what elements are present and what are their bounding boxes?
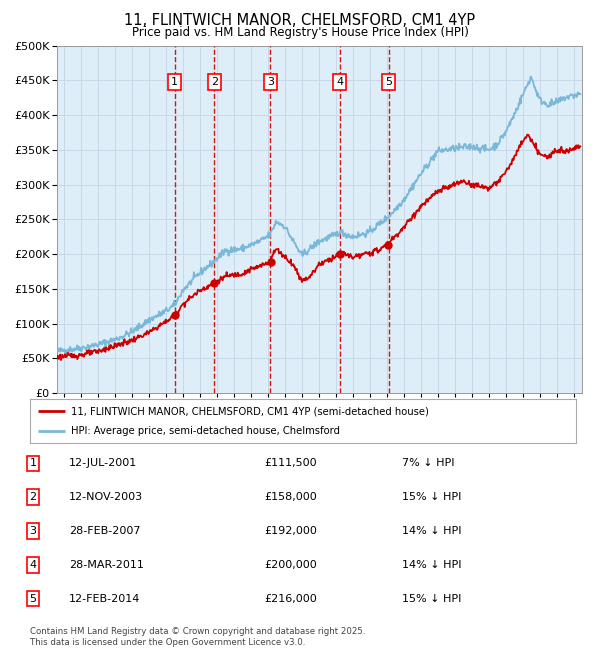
Text: 12-JUL-2001: 12-JUL-2001 [69,458,137,469]
Text: 4: 4 [29,560,37,570]
Text: £111,500: £111,500 [264,458,317,469]
Text: £200,000: £200,000 [264,560,317,570]
Text: 7% ↓ HPI: 7% ↓ HPI [402,458,455,469]
Text: 3: 3 [267,77,274,87]
Text: 1: 1 [171,77,178,87]
Text: 14% ↓ HPI: 14% ↓ HPI [402,560,461,570]
Text: 28-MAR-2011: 28-MAR-2011 [69,560,144,570]
Text: 15% ↓ HPI: 15% ↓ HPI [402,593,461,604]
Text: 12-NOV-2003: 12-NOV-2003 [69,492,143,502]
Text: 11, FLINTWICH MANOR, CHELMSFORD, CM1 4YP: 11, FLINTWICH MANOR, CHELMSFORD, CM1 4YP [124,13,476,28]
Text: 15% ↓ HPI: 15% ↓ HPI [402,492,461,502]
Text: 11, FLINTWICH MANOR, CHELMSFORD, CM1 4YP (semi-detached house): 11, FLINTWICH MANOR, CHELMSFORD, CM1 4YP… [71,406,429,416]
Text: Contains HM Land Registry data © Crown copyright and database right 2025.
This d: Contains HM Land Registry data © Crown c… [30,627,365,647]
Text: 2: 2 [211,77,218,87]
Text: 14% ↓ HPI: 14% ↓ HPI [402,526,461,536]
Text: £192,000: £192,000 [264,526,317,536]
Text: 4: 4 [336,77,343,87]
Text: Price paid vs. HM Land Registry's House Price Index (HPI): Price paid vs. HM Land Registry's House … [131,26,469,39]
Text: 3: 3 [29,526,37,536]
Text: £158,000: £158,000 [264,492,317,502]
Text: HPI: Average price, semi-detached house, Chelmsford: HPI: Average price, semi-detached house,… [71,426,340,436]
Text: 5: 5 [29,593,37,604]
Text: 12-FEB-2014: 12-FEB-2014 [69,593,140,604]
Text: 28-FEB-2007: 28-FEB-2007 [69,526,140,536]
Text: £216,000: £216,000 [264,593,317,604]
Text: 5: 5 [385,77,392,87]
Text: 1: 1 [29,458,37,469]
Text: 2: 2 [29,492,37,502]
